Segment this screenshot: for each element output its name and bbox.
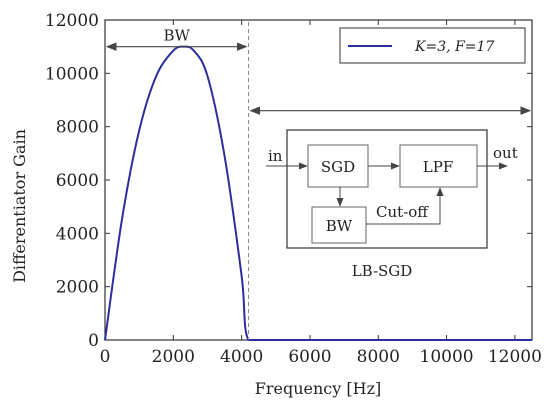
cutoff-arrow — [366, 187, 444, 225]
axis-ticks: 0 2000 4000 6000 8000 10000 12000 0 2000 4000 6000… — [45, 11, 542, 367]
bw-block-label: BW — [326, 217, 353, 235]
legend: K=3, F=17 — [339, 27, 526, 64]
y-tick-label: 6000 — [56, 171, 99, 191]
x-axis-label: Frequency [Hz] — [255, 379, 382, 398]
y-tick-label: 2000 — [56, 278, 99, 298]
block-diagram: in SGD LPF out BW Cut-off LB-SGD — [266, 129, 518, 280]
x-tick-label: 2000 — [152, 347, 195, 367]
output-label: out — [493, 144, 518, 162]
cutoff-label: Cut-off — [376, 203, 429, 221]
bw-label: BW — [164, 27, 191, 45]
annotations: BW — [105, 22, 532, 340]
y-tick-label: 12000 — [45, 11, 99, 31]
x-tick-label: 8000 — [357, 347, 400, 367]
input-label: in — [268, 147, 283, 165]
diagram-caption: LB-SGD — [352, 262, 413, 280]
x-tick-label: 4000 — [220, 347, 263, 367]
x-tick-label: 0 — [100, 347, 111, 367]
x-tick-label: 10000 — [420, 347, 474, 367]
lpf-label: LPF — [423, 158, 453, 176]
y-tick-label: 8000 — [56, 118, 99, 138]
y-tick-label: 10000 — [45, 64, 99, 84]
y-tick-label: 0 — [88, 331, 99, 351]
sgd-label: SGD — [321, 158, 355, 176]
x-tick-label: 6000 — [288, 347, 331, 367]
x-tick-label: 12000 — [488, 347, 542, 367]
legend-label: K=3, F=17 — [414, 39, 494, 55]
y-tick-label: 4000 — [56, 224, 99, 244]
bw-block — [311, 206, 367, 244]
y-axis-label: Differentiator Gain — [10, 129, 29, 283]
